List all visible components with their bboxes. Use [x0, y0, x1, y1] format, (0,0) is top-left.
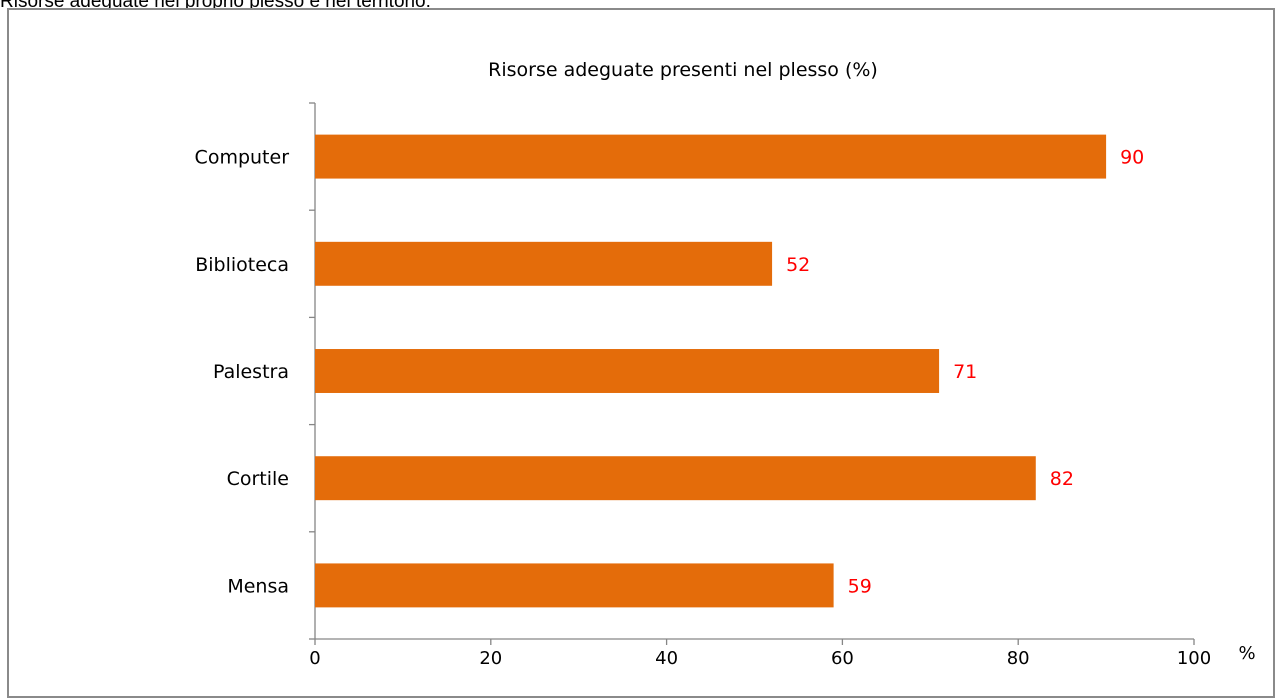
data-label: 90 — [1120, 147, 1144, 169]
data-label: 52 — [786, 254, 810, 276]
bar-chart: Risorse adeguate presenti nel plesso (%)… — [195, 59, 1256, 669]
bar-computer — [315, 134, 1107, 179]
category-label: Cortile — [227, 468, 289, 490]
x-tick-label: 80 — [1007, 648, 1030, 669]
bar-cortile — [315, 456, 1036, 501]
category-label: Mensa — [227, 575, 289, 597]
chart-labels: Computer 90 Biblioteca 52 Palestra 71 Cortile 8… — [195, 147, 1145, 598]
category-label: Biblioteca — [195, 254, 289, 276]
x-axis-unit: % — [1238, 643, 1255, 664]
x-tick-label: 100 — [1177, 648, 1211, 669]
chart-title: Risorse adeguate presenti nel plesso (%) — [488, 59, 878, 81]
x-tick-label: 60 — [831, 648, 854, 669]
bar-mensa — [315, 563, 834, 608]
x-tick-label: 40 — [655, 648, 678, 669]
chart-bars — [315, 134, 1107, 608]
bar-biblioteca — [315, 241, 773, 286]
data-label: 71 — [953, 361, 977, 383]
data-label: 82 — [1050, 468, 1074, 490]
x-tick-label: 20 — [479, 648, 502, 669]
x-tick-label: 0 — [309, 648, 320, 669]
bar-palestra — [315, 349, 940, 393]
chart-frame: Risorse adeguate presenti nel plesso (%)… — [7, 8, 1275, 698]
category-label: Computer — [195, 147, 290, 169]
data-label: 59 — [848, 575, 872, 597]
category-label: Palestra — [213, 361, 289, 383]
